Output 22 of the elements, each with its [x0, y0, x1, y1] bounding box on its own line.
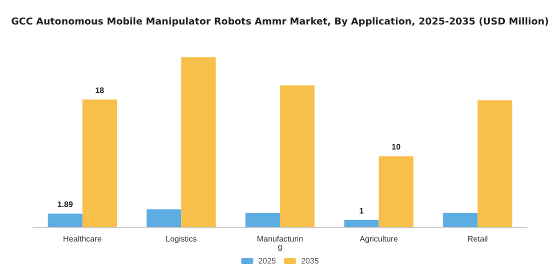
- bar: [146, 209, 182, 227]
- bar: [181, 57, 216, 227]
- x-tick-label: Logistics: [166, 234, 197, 244]
- bar: [378, 156, 414, 227]
- bar: [344, 220, 379, 227]
- legend-label: 2035: [301, 256, 320, 266]
- bar: [82, 100, 117, 227]
- data-label: 1.89: [57, 200, 74, 210]
- chart-title: GCC Autonomous Mobile Manipulator Robots Ammr Market, By Application, 2025-2035 (USD Million): [11, 16, 549, 28]
- bar: [245, 212, 280, 227]
- x-tick-label: Agriculture: [360, 234, 398, 244]
- x-tick-label: Healthcare: [63, 234, 102, 244]
- data-label: 1: [359, 206, 364, 216]
- bar: [478, 100, 512, 227]
- data-label: 10: [392, 142, 402, 152]
- x-tick-label: Retail: [467, 234, 488, 244]
- data-label: 18: [95, 86, 105, 96]
- bar: [280, 85, 315, 227]
- bar: [48, 214, 82, 227]
- x-tick-label: Manufacturing: [256, 234, 304, 252]
- legend-label: 2025: [258, 256, 277, 266]
- bar: [443, 212, 478, 227]
